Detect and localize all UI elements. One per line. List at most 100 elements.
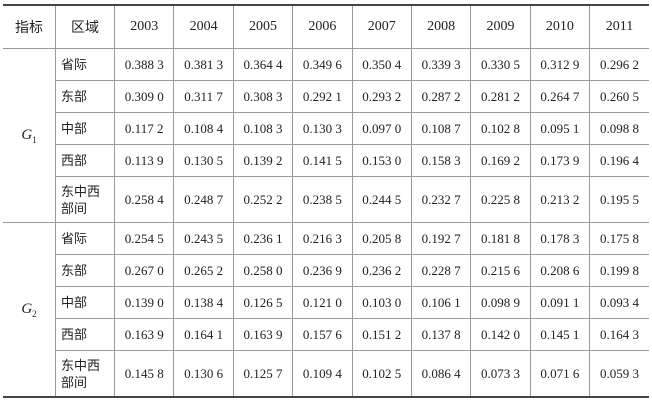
- region-label: 省际: [61, 57, 88, 72]
- value-cell: 0.293 2: [351, 80, 412, 113]
- value-cell: 0.125 7: [232, 350, 294, 398]
- value-cell: 0.215 6: [470, 254, 531, 287]
- region-label: 中部: [61, 121, 88, 136]
- region-cell: 西部: [55, 144, 115, 177]
- value-cell: 0.196 4: [589, 144, 649, 177]
- value-cell: 0.108 7: [410, 112, 472, 145]
- value-cell: 0.109 4: [292, 350, 353, 398]
- region-label: 东部: [61, 263, 88, 278]
- value-cell: 0.108 3: [232, 112, 294, 145]
- header-cell: 指标: [3, 4, 56, 49]
- table-row: 中部 0.117 2 0.108 4 0.108 3 0.130 3 0.097 0 0.1…: [3, 112, 649, 145]
- indicator-cell: G2: [3, 222, 56, 398]
- value-cell: 0.145 8: [113, 350, 175, 398]
- value-cell: 0.260 5: [589, 80, 649, 113]
- table-row: 东中西部间 0.145 8 0.130 6 0.125 7 0.109 4 0.102 5…: [3, 350, 649, 398]
- value-cell: 0.330 5: [470, 48, 531, 81]
- value-cell: 0.236 9: [292, 254, 353, 287]
- header-cell: 区域: [55, 4, 115, 49]
- value-cell: 0.228 7: [410, 254, 472, 287]
- value-cell: 0.199 8: [589, 254, 649, 287]
- value-cell: 0.312 9: [529, 48, 591, 81]
- value-cell: 0.086 4: [410, 350, 472, 398]
- value-cell: 0.173 9: [529, 144, 591, 177]
- value-cell: 0.139 2: [232, 144, 294, 177]
- value-cell: 0.163 9: [232, 318, 294, 351]
- value-cell: 0.157 6: [292, 318, 353, 351]
- value-cell: 0.130 5: [173, 144, 234, 177]
- value-cell: 0.381 3: [173, 48, 234, 81]
- value-cell: 0.164 3: [589, 318, 649, 351]
- value-cell: 0.095 1: [529, 112, 591, 145]
- region-cell: 西部: [55, 318, 115, 351]
- header-row: 指标 区域 2003 2004 2005 2006 2007 2008 2009 2010 2011: [3, 4, 649, 49]
- data-table: 指标 区域 2003 2004 2005 2006 2007 2008 2009 2010 2011…: [3, 4, 649, 398]
- value-cell: 0.163 9: [113, 318, 175, 351]
- region-cell: 东部: [55, 254, 115, 287]
- value-cell: 0.232 7: [410, 176, 472, 223]
- value-cell: 0.364 4: [232, 48, 294, 81]
- region-cell: 省际: [55, 222, 115, 255]
- value-cell: 0.097 0: [351, 112, 412, 145]
- region-cell: 中部: [55, 286, 115, 319]
- indicator-symbol: G: [21, 300, 33, 317]
- region-cell: 中部: [55, 112, 115, 145]
- header-cell: 2009: [470, 4, 531, 49]
- indicator-subscript: 2: [32, 308, 37, 319]
- value-cell: 0.178 3: [529, 222, 591, 255]
- region-label: 中部: [61, 295, 88, 310]
- value-cell: 0.238 5: [292, 176, 353, 223]
- page: 指标 区域 2003 2004 2005 2006 2007 2008 2009 2010 2011…: [0, 4, 652, 413]
- value-cell: 0.350 4: [351, 48, 412, 81]
- value-cell: 0.287 2: [410, 80, 472, 113]
- value-cell: 0.175 8: [589, 222, 649, 255]
- table-row: 东部 0.267 0 0.265 2 0.258 0 0.236 9 0.236 2 0.2…: [3, 254, 649, 287]
- value-cell: 0.243 5: [173, 222, 234, 255]
- value-cell: 0.208 6: [529, 254, 591, 287]
- header-cell: 2005: [232, 4, 294, 49]
- region-label: 东中西部间: [61, 357, 101, 390]
- value-cell: 0.267 0: [113, 254, 175, 287]
- table-row: 西部 0.163 9 0.164 1 0.163 9 0.157 6 0.151 2 0.1…: [3, 318, 649, 351]
- value-cell: 0.121 0: [292, 286, 353, 319]
- value-cell: 0.281 2: [470, 80, 531, 113]
- value-cell: 0.141 5: [292, 144, 353, 177]
- value-cell: 0.205 8: [351, 222, 412, 255]
- value-cell: 0.388 3: [113, 48, 175, 81]
- value-cell: 0.258 0: [232, 254, 294, 287]
- value-cell: 0.309 0: [113, 80, 175, 113]
- value-cell: 0.192 7: [410, 222, 472, 255]
- region-cell: 东部: [55, 80, 115, 113]
- value-cell: 0.126 5: [232, 286, 294, 319]
- table-row: 东中西部间 0.258 4 0.248 7 0.252 2 0.238 5 0.244 5…: [3, 176, 649, 223]
- value-cell: 0.311 7: [173, 80, 234, 113]
- value-cell: 0.145 1: [529, 318, 591, 351]
- value-cell: 0.252 2: [232, 176, 294, 223]
- value-cell: 0.225 8: [470, 176, 531, 223]
- value-cell: 0.142 0: [470, 318, 531, 351]
- region-label: 西部: [61, 327, 88, 342]
- region-label: 西部: [61, 153, 88, 168]
- value-cell: 0.236 2: [351, 254, 412, 287]
- value-cell: 0.137 8: [410, 318, 472, 351]
- table-row: 西部 0.113 9 0.130 5 0.139 2 0.141 5 0.153 0 0.1…: [3, 144, 649, 177]
- value-cell: 0.339 3: [410, 48, 472, 81]
- value-cell: 0.213 2: [529, 176, 591, 223]
- value-cell: 0.073 3: [470, 350, 531, 398]
- value-cell: 0.264 7: [529, 80, 591, 113]
- value-cell: 0.102 5: [351, 350, 412, 398]
- header-cell: 2006: [292, 4, 353, 49]
- value-cell: 0.195 5: [589, 176, 649, 223]
- header-cell: 2004: [173, 4, 234, 49]
- value-cell: 0.091 1: [529, 286, 591, 319]
- value-cell: 0.113 9: [113, 144, 175, 177]
- value-cell: 0.153 0: [351, 144, 412, 177]
- value-cell: 0.106 1: [410, 286, 472, 319]
- region-cell: 东中西部间: [55, 350, 115, 398]
- indicator-symbol: G: [21, 126, 33, 143]
- header-cell: 2008: [410, 4, 472, 49]
- value-cell: 0.103 0: [351, 286, 412, 319]
- value-cell: 0.236 1: [232, 222, 294, 255]
- value-cell: 0.098 9: [470, 286, 531, 319]
